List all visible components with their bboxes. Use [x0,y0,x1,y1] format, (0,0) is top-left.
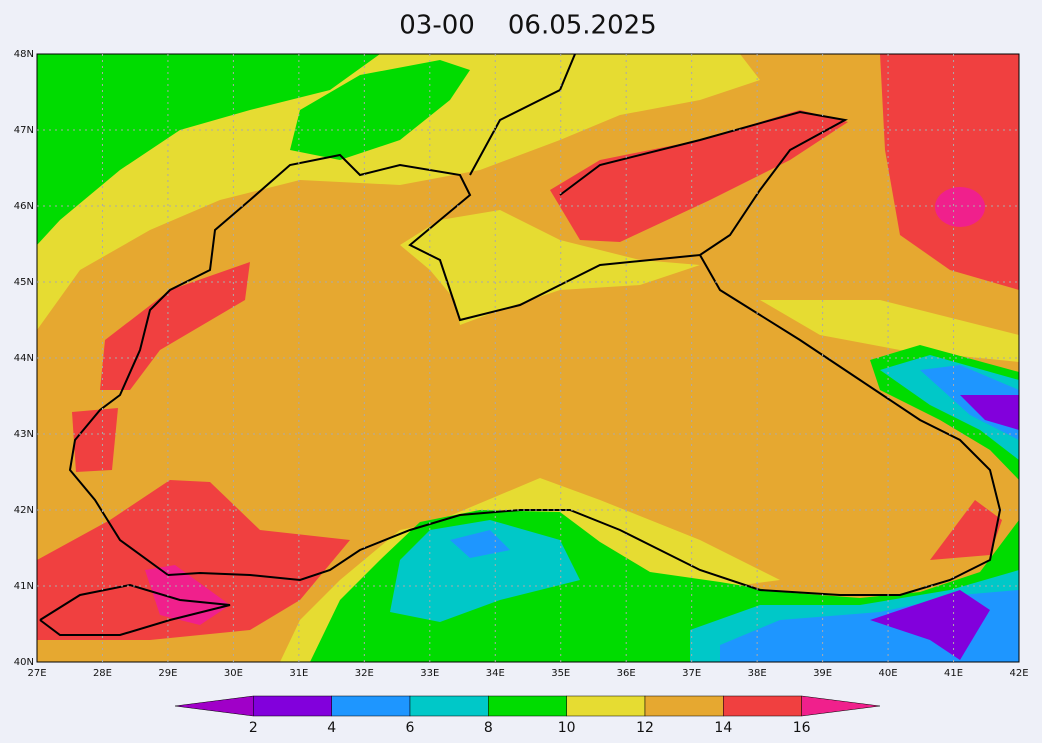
colorbar-label: 4 [327,720,336,736]
field-purple [870,590,990,660]
lon-label: 37E [682,668,701,679]
lon-label: 33E [420,668,439,679]
lat-label: 44N [14,353,34,364]
field [37,54,1019,662]
colorbar-label: 12 [636,720,654,736]
lat-label: 45N [14,277,34,288]
lon-label: 41E [944,668,963,679]
coast-line [559,110,848,256]
lat-label: 46N [14,201,34,212]
lon-label: 29E [158,668,177,679]
colorbar-segment [409,695,489,717]
colorbar-label: 16 [793,720,811,736]
lat-label: 41N [14,581,34,592]
lon-label: 39E [813,668,832,679]
lat-label: 42N [14,505,34,516]
graticule: 40N 41N 42N 43N 44N 45N 46N 47N 48N 27E 28E 29E 30E 3… [14,49,1029,679]
lon-label: 28E [93,668,112,679]
field-red [550,110,848,242]
lon-label: 32E [355,668,374,679]
field-red [930,500,1002,560]
colorbar-arrow [174,695,254,717]
map-title: 03-00 06.05.2025 [399,11,656,41]
lat-label: 43N [14,429,34,440]
lon-label: 36E [617,668,636,679]
colorbar-arrow [801,695,881,717]
field-red [880,54,1019,290]
colorbar-label: 6 [406,720,415,736]
field-yellow [400,210,700,325]
coast-line [39,583,231,636]
field-blue [450,530,510,558]
lon-label: 42E [1009,668,1028,679]
colorbar-segment [644,695,724,717]
colorbar-label: 2 [249,720,258,736]
field-green [290,60,470,160]
lon-label: 35E [551,668,570,679]
lat-label: 40N [14,657,34,668]
colorbar-segment [331,695,411,717]
lat-label: 48N [14,49,34,60]
lon-label: 31E [289,668,308,679]
lon-label: 27E [27,668,46,679]
colorbar-label: 14 [714,720,732,736]
field-yellow [440,478,780,588]
colorbar-label: 8 [484,720,493,736]
field-yellow [760,300,1019,362]
field-purple [960,395,1019,430]
field-green [37,54,380,245]
lon-label: 30E [224,668,243,679]
field-yellow [37,54,760,330]
field-red [37,480,350,640]
lon-label: 38E [748,668,767,679]
colorbar-segment [566,695,646,717]
colorbar-segment [723,695,802,717]
lat-label: 47N [14,125,34,136]
field-red [72,408,118,472]
field-cyan [390,520,580,622]
lon-label: 40E [879,668,898,679]
coast-line [469,54,576,176]
colorbar-segment [488,695,567,717]
colorbar-label: 10 [558,720,576,736]
colorbar: 2 4 6 8 10 12 14 16 [174,695,881,736]
lon-label: 34E [486,668,505,679]
colorbar-segment [253,695,332,717]
field-magenta [935,187,985,227]
